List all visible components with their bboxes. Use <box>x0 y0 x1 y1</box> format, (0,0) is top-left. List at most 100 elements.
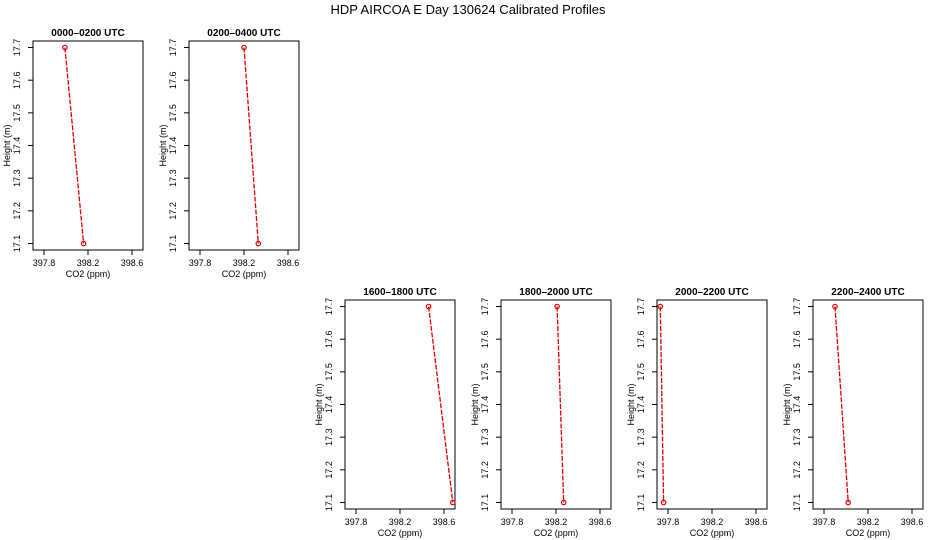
profile-line <box>834 306 849 503</box>
data-point <box>80 240 87 247</box>
plot-frame <box>32 40 144 251</box>
y-axis-label: Height (m) <box>782 383 792 425</box>
y-tick-label: 17.1 <box>636 494 646 512</box>
y-tick-label: 17.5 <box>12 104 22 122</box>
y-tick-label: 17.7 <box>636 298 646 316</box>
plot-frame <box>344 299 456 510</box>
y-tick-label: 17.7 <box>168 39 178 57</box>
y-tick-label: 17.3 <box>480 428 490 446</box>
y-tick-label: 17.1 <box>12 235 22 253</box>
plot-frame <box>188 40 300 251</box>
panel-title: 1800–2000 UTC <box>519 287 592 298</box>
y-tick-label: 17.3 <box>324 428 334 446</box>
profile-panel-2: 0200–0400 UTC 397.8 398.2 398.6 CO2 (ppm) 17.… <box>158 28 300 279</box>
y-tick-label: 17.6 <box>480 330 490 348</box>
data-point <box>241 44 247 51</box>
x-axis-label: CO2 (ppm) <box>846 528 891 538</box>
y-tick-label: 17.6 <box>168 71 178 89</box>
x-tick-label: 397.8 <box>501 517 524 527</box>
y-tick-label: 17.7 <box>324 298 334 316</box>
x-tick-label: 397.8 <box>345 517 368 527</box>
x-tick-label: 397.8 <box>657 517 680 527</box>
y-tick-label: 17.6 <box>324 330 334 348</box>
figure-title: HDP AIRCOA E Day 130624 Calibrated Profi… <box>330 2 606 17</box>
y-tick-label: 17.4 <box>792 396 802 414</box>
y-tick-label: 17.6 <box>12 71 22 89</box>
plot-frame <box>500 299 612 510</box>
x-tick-label: 398.6 <box>433 517 456 527</box>
y-tick-label: 17.3 <box>12 169 22 187</box>
x-axis-label: CO2 (ppm) <box>690 528 735 538</box>
y-tick-label: 17.3 <box>792 428 802 446</box>
profile-panel-1: 0000–0200 UTC 397.8 398.2 398.6 CO2 (ppm) 17.… <box>2 28 144 279</box>
y-tick-label: 17.5 <box>792 363 802 381</box>
profile-panel-4: 1800–2000 UTC 397.8 398.2 398.6 CO2 (ppm) 17.… <box>470 287 612 538</box>
profile-line <box>556 306 565 503</box>
y-tick-label: 17.6 <box>636 330 646 348</box>
x-tick-label: 398.2 <box>701 517 724 527</box>
y-tick-label: 17.5 <box>480 363 490 381</box>
y-tick-label: 17.1 <box>792 494 802 512</box>
y-axis-label: Height (m) <box>314 383 324 425</box>
x-tick-label: 398.2 <box>233 258 256 268</box>
x-tick-label: 398.6 <box>277 258 300 268</box>
y-tick-label: 17.4 <box>480 396 490 414</box>
data-point <box>255 240 262 247</box>
x-axis-label: CO2 (ppm) <box>66 269 111 279</box>
x-tick-label: 398.6 <box>745 517 768 527</box>
x-axis-label: CO2 (ppm) <box>222 269 267 279</box>
x-tick-label: 398.2 <box>857 517 880 527</box>
data-point <box>832 303 838 310</box>
data-point <box>62 44 68 51</box>
y-tick-label: 17.2 <box>168 202 178 220</box>
x-tick-label: 397.8 <box>189 258 212 268</box>
y-axis-label: Height (m) <box>158 124 168 166</box>
y-tick-label: 17.5 <box>324 363 334 381</box>
y-tick-label: 17.2 <box>324 461 334 479</box>
panel-title: 1600–1800 UTC <box>363 287 436 298</box>
y-tick-label: 17.2 <box>636 461 646 479</box>
x-tick-label: 397.8 <box>33 258 56 268</box>
x-tick-label: 398.2 <box>389 517 412 527</box>
data-point <box>554 303 560 310</box>
data-point <box>425 303 432 310</box>
y-tick-label: 17.4 <box>12 137 22 155</box>
y-tick-label: 17.5 <box>636 363 646 381</box>
panel-title: 2200–2400 UTC <box>831 287 904 298</box>
profile-line <box>64 47 85 244</box>
x-tick-label: 398.6 <box>121 258 144 268</box>
profile-panel-5: 2000–2200 UTC 397.8 398.2 398.6 CO2 (ppm) 17.… <box>626 287 768 538</box>
profile-line <box>243 47 259 244</box>
y-tick-label: 17.1 <box>480 494 490 512</box>
y-tick-label: 17.5 <box>168 104 178 122</box>
data-point <box>657 303 664 310</box>
y-tick-label: 17.7 <box>12 39 22 57</box>
panel-title: 0200–0400 UTC <box>207 28 280 39</box>
panel-title: 2000–2200 UTC <box>675 287 748 298</box>
data-point <box>845 499 852 506</box>
y-tick-label: 17.1 <box>324 494 334 512</box>
y-tick-label: 17.7 <box>480 298 490 316</box>
data-point <box>560 499 567 506</box>
y-tick-label: 17.7 <box>792 298 802 316</box>
y-tick-label: 17.1 <box>168 235 178 253</box>
plot-frame <box>656 299 768 510</box>
y-tick-label: 17.2 <box>792 461 802 479</box>
x-tick-label: 398.6 <box>589 517 612 527</box>
profile-line <box>659 306 665 503</box>
x-axis-label: CO2 (ppm) <box>378 528 423 538</box>
x-tick-label: 398.2 <box>77 258 100 268</box>
y-tick-label: 17.6 <box>792 330 802 348</box>
y-axis-label: Height (m) <box>2 124 12 166</box>
x-tick-label: 398.2 <box>545 517 568 527</box>
panel-title: 0000–0200 UTC <box>51 28 124 39</box>
data-point <box>449 499 456 506</box>
profile-panel-6: 2200–2400 UTC 397.8 398.2 398.6 CO2 (ppm) 17.… <box>782 287 924 538</box>
y-axis-label: Height (m) <box>470 383 480 425</box>
x-axis-label: CO2 (ppm) <box>534 528 579 538</box>
y-tick-label: 17.3 <box>168 169 178 187</box>
x-tick-label: 398.6 <box>901 517 924 527</box>
y-tick-label: 17.3 <box>636 428 646 446</box>
y-tick-label: 17.4 <box>636 396 646 414</box>
